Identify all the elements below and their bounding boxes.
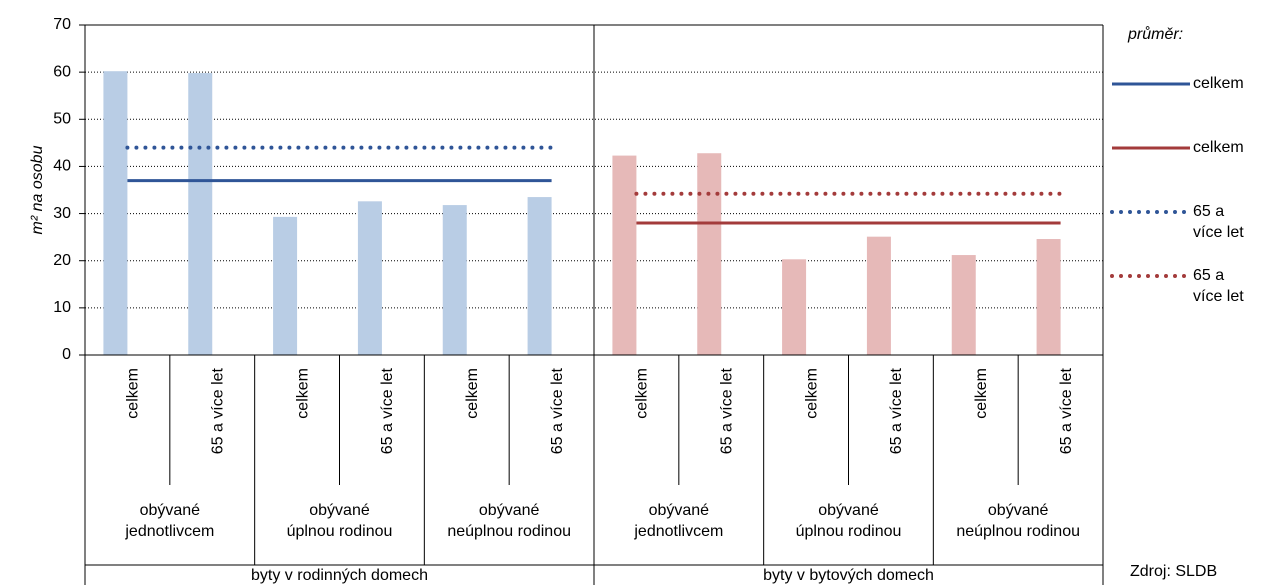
y-tick-label: 20 [53, 252, 71, 269]
bar [951, 255, 976, 355]
group-label: byty v rodinných domech [251, 567, 428, 584]
bar [782, 259, 807, 355]
bar [697, 153, 722, 355]
subgroup-label: jednotlivcem [633, 523, 723, 540]
x-tick-label: celkem [803, 368, 820, 419]
x-tick-label: 65 a více let [379, 367, 396, 454]
subgroup-label: obývané [309, 502, 370, 519]
y-tick-label: 30 [53, 205, 71, 222]
bar [527, 197, 552, 355]
bar [103, 71, 128, 355]
bar [1036, 239, 1061, 355]
bar [866, 236, 891, 355]
x-tick-label: celkem [634, 368, 651, 419]
legend-label: 65 a více let [1193, 203, 1244, 241]
x-tick-label: 65 a více let [888, 367, 905, 454]
y-tick-label: 40 [53, 158, 71, 175]
legend-label: celkem [1193, 75, 1244, 92]
subgroup-label: neúplnou rodinou [956, 523, 1080, 540]
bar [188, 73, 213, 355]
subgroup-label: jednotlivcem [124, 523, 214, 540]
bar [442, 205, 467, 355]
subgroup-label: obývané [818, 502, 879, 519]
legend-title: průměr: [1127, 25, 1183, 43]
x-tick-label: celkem [125, 368, 142, 419]
bar [357, 201, 382, 355]
y-tick-label: 70 [53, 16, 71, 33]
subgroup-label: neúplnou rodinou [447, 523, 571, 540]
subgroup-label: úplnou rodinou [796, 523, 902, 540]
bar [273, 216, 298, 355]
y-tick-label: 50 [53, 111, 71, 128]
bar [612, 155, 637, 355]
legend-label: 65 a více let [1193, 267, 1244, 305]
x-tick-label: 65 a více let [718, 367, 735, 454]
y-tick-label: 10 [53, 299, 71, 316]
subgroup-label: obývané [479, 502, 540, 519]
x-tick-label: 65 a více let [549, 367, 566, 454]
x-tick-label: celkem [294, 368, 311, 419]
y-axis-label: m² na osobu [29, 145, 46, 234]
x-tick-label: 65 a více let [209, 367, 226, 454]
x-tick-label: 65 a více let [1058, 367, 1075, 454]
subgroup-label: úplnou rodinou [287, 523, 393, 540]
group-label: byty v bytových domech [763, 567, 934, 584]
x-tick-label: celkem [973, 368, 990, 419]
source: Zdroj: SLDB [1130, 563, 1217, 580]
y-tick-label: 60 [53, 63, 71, 80]
x-tick-label: celkem [464, 368, 481, 419]
subgroup-label: obývané [988, 502, 1049, 519]
subgroup-label: obývané [140, 502, 201, 519]
subgroup-label: obývané [649, 502, 710, 519]
legend-label: celkem [1193, 139, 1244, 156]
y-tick-label: 0 [62, 346, 71, 363]
